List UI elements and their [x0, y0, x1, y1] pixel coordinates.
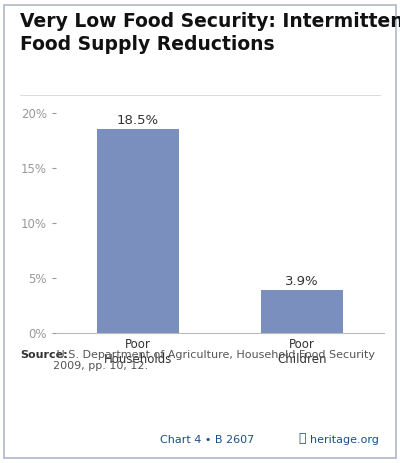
Text: Source:: Source: [20, 350, 68, 360]
Text: 3.9%: 3.9% [285, 275, 319, 288]
Text: 18.5%: 18.5% [117, 113, 159, 127]
Bar [261, 290, 343, 333]
Text: U.S. Department of Agriculture, Household Food Security
2009, pp. 10, 12.: U.S. Department of Agriculture, Househol… [53, 350, 375, 371]
Bar [97, 130, 179, 333]
Text: Very Low Food Security: Intermittent
Food Supply Reductions: Very Low Food Security: Intermittent Foo… [20, 12, 400, 54]
Text: heritage.org: heritage.org [310, 435, 379, 445]
Text: Chart 4 • B 2607: Chart 4 • B 2607 [160, 435, 254, 445]
Text: ␇: ␇ [298, 432, 306, 445]
